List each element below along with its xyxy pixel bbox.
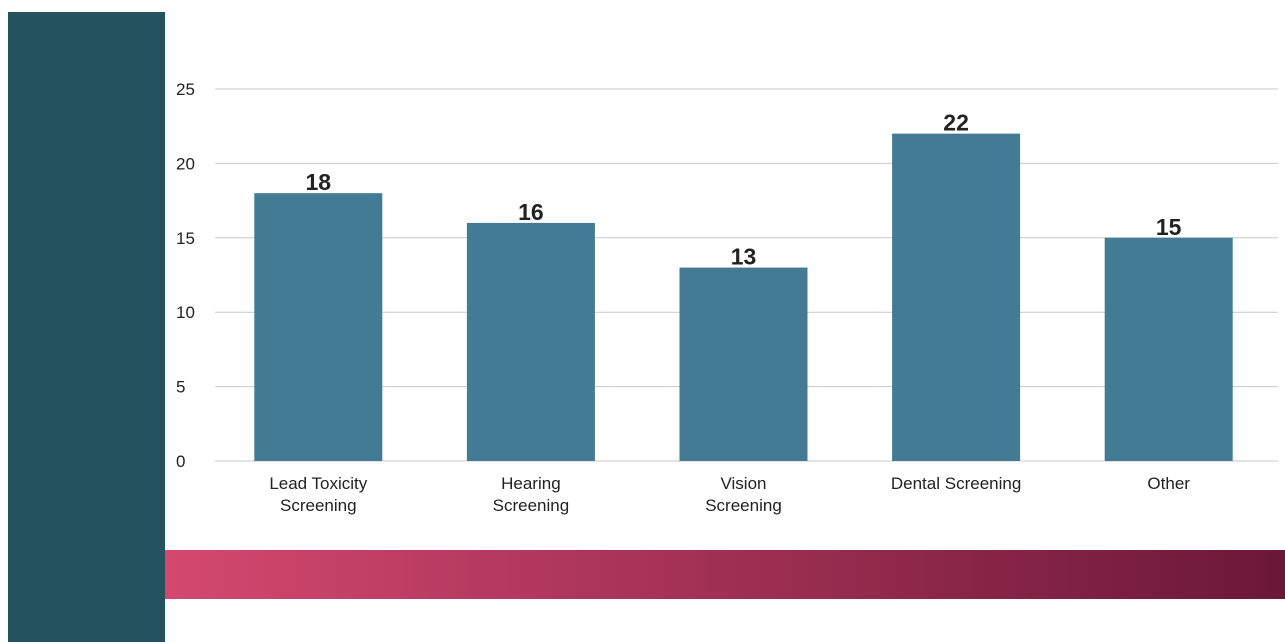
decorative-gradient-band [165, 550, 1285, 599]
bars [254, 133, 1233, 461]
x-category-label-line: Screening [280, 496, 357, 515]
bar-value-label: 16 [518, 199, 544, 225]
y-tick-label: 0 [176, 452, 185, 471]
bar [254, 193, 383, 461]
x-category-label-line: Dental Screening [891, 474, 1021, 493]
value-labels: 18 16 13 22 15 [306, 110, 1182, 270]
y-tick-label: 25 [176, 80, 195, 99]
bar [679, 267, 808, 461]
x-category-label-line: Screening [705, 496, 782, 515]
y-tick-label: 10 [176, 303, 195, 322]
x-category-label-line: Hearing [501, 474, 561, 493]
y-tick-label: 20 [176, 154, 195, 173]
x-category-label: Vision Screening [705, 474, 782, 515]
x-category-label-line: Screening [493, 496, 570, 515]
bar-value-label: 15 [1156, 214, 1182, 240]
bar-value-label: 18 [306, 169, 332, 195]
bar [1104, 237, 1233, 461]
x-category-label: Hearing Screening [493, 474, 570, 515]
bar-value-label: 22 [943, 110, 969, 136]
bar [466, 222, 595, 461]
bar-value-label: 13 [731, 244, 757, 270]
x-category-label: Dental Screening [891, 474, 1021, 493]
x-category-label-line: Other [1147, 474, 1190, 493]
sidebar-panel [8, 12, 165, 642]
y-axis-ticks: 0 5 10 15 20 25 [176, 80, 195, 471]
x-category-label: Lead Toxicity Screening [269, 474, 367, 515]
x-category-label: Other [1147, 474, 1190, 493]
y-tick-label: 5 [176, 378, 185, 397]
bar [892, 133, 1021, 461]
y-tick-label: 15 [176, 229, 195, 248]
x-category-label-line: Vision [721, 474, 767, 493]
x-category-label-line: Lead Toxicity [269, 474, 367, 493]
